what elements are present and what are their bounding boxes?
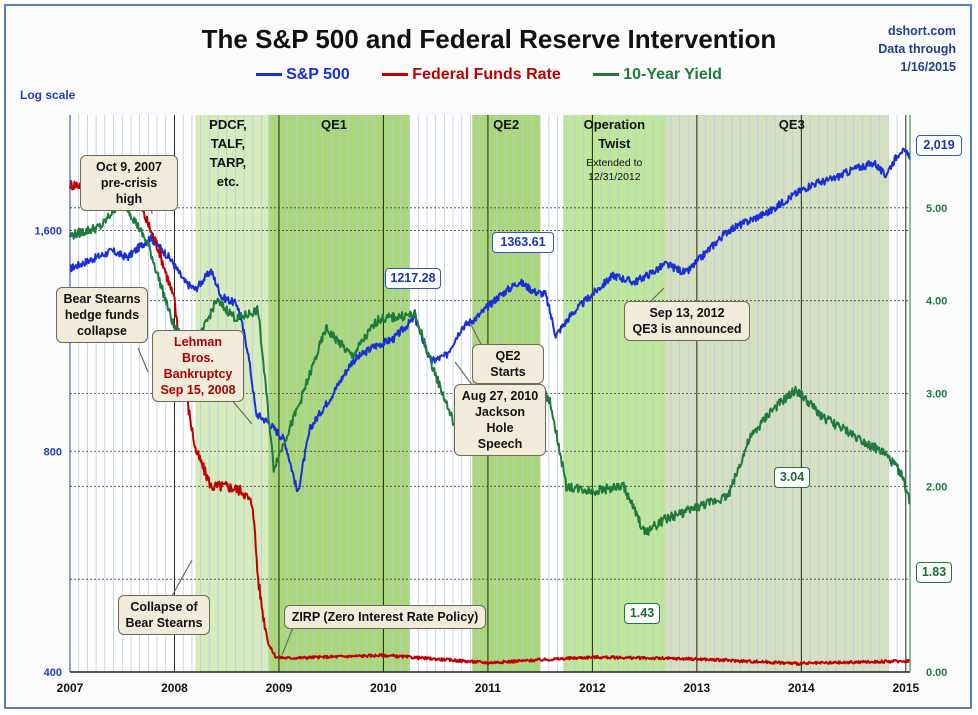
callout-lehman-text: Lehman Bros. Bankruptcy Sep 15, 2008 (160, 335, 236, 397)
callout-precrisis-line1: Oct 9, 2007 pre-crisis high (95, 160, 162, 206)
legend: S&P 500 Federal Funds Rate 10-Year Yield (0, 66, 978, 84)
value-label-yield-last: 1.83 (916, 562, 952, 583)
value-label-yield-peak: 3.04 (774, 467, 810, 488)
region-label-qe2: QE2 (493, 117, 519, 132)
left-tick-label-2: 1,600 (34, 226, 62, 238)
region-sublabel-twist-1: Extended to (586, 157, 642, 169)
region-label-qe3: QE3 (779, 117, 805, 132)
callout-pointer-1 (137, 347, 149, 373)
callout-zirp-text: ZIRP (Zero Interest Rate Policy) (291, 610, 479, 624)
x-tick-label-2015: 2015 (892, 681, 919, 695)
source-data-through: Data through (878, 42, 956, 56)
legend-sp500: S&P 500 (256, 66, 350, 84)
legend-fed-funds-label: Federal Funds Rate (412, 66, 561, 83)
right-tick-label-0: 0.00 (926, 667, 947, 679)
region-sublabel-twist-2: 12/31/2012 (588, 171, 641, 183)
callout-bear-hedge: Bear Stearns hedge funds collapse (56, 287, 148, 343)
source-date: 1/16/2015 (900, 60, 956, 74)
legend-sp500-label: S&P 500 (286, 66, 350, 83)
region-label-pdcf-0: PDCF, (209, 117, 247, 132)
x-tick-label-2011: 2011 (475, 681, 501, 695)
x-tick-label-2008: 2008 (161, 681, 188, 695)
right-tick-label-2: 2.00 (926, 481, 947, 493)
region-labels: PDCF, TALF, TARP, etc. QE1 QE2 Operation Twist E… (137, 117, 805, 656)
x-tick-label-2013: 2013 (684, 681, 711, 695)
callout-qe2-starts: QE2 Starts (472, 344, 544, 384)
callout-jackson-hole: Aug 27, 2010 Jackson Hole Speech (454, 384, 546, 456)
region-label-pdcf-2: TARP, (210, 155, 246, 170)
right-tick-label-5: 5.00 (926, 203, 947, 215)
callout-pointer-5 (469, 322, 483, 347)
callout-pointer-7 (649, 287, 665, 303)
legend-ten-year-label: 10-Year Yield (623, 66, 722, 83)
axes: 2007 2008 2009 2010 2011 2012 2013 2014 2015 400 8… (34, 115, 947, 695)
fed-funds-line (69, 178, 911, 666)
x-tick-label-2010: 2010 (370, 681, 397, 695)
legend-ten-year: 10-Year Yield (593, 66, 722, 84)
x-tick-label-2014: 2014 (788, 681, 815, 695)
callout-pointer-2 (229, 397, 253, 425)
callout-qe3-announced: Sep 13, 2012 QE3 is announced (624, 301, 750, 341)
value-label-peak-2011: 1363.61 (492, 232, 554, 253)
region-label-qe1: QE1 (321, 117, 347, 132)
x-tick-label-2012: 2012 (579, 681, 606, 695)
sp500-line (69, 147, 911, 493)
legend-fed-funds: Federal Funds Rate (382, 66, 561, 84)
value-label-peak-2010: 1217.28 (385, 268, 441, 289)
callout-bear-hedge-text: Bear Stearns hedge funds collapse (63, 292, 141, 338)
x-tick-label-2007: 2007 (57, 681, 84, 695)
x-tick-label-2009: 2009 (266, 681, 293, 695)
region-label-twist-1: Operation (584, 117, 645, 132)
callout-qe3-announced-text: Sep 13, 2012 QE3 is announced (632, 306, 742, 336)
value-label-last-sp500: 2,019 (916, 135, 962, 156)
callout-qe2-starts-text: QE2 Starts (490, 349, 526, 379)
callout-bear-collapse-text: Collapse of Bear Stearns (125, 600, 203, 630)
right-tick-label-3: 3.00 (926, 389, 947, 401)
region-label-twist-2: Twist (598, 136, 631, 151)
region-label-pdcf-1: TALF, (211, 136, 245, 151)
log-scale-label: Log scale (20, 88, 76, 102)
chart-title: The S&P 500 and Federal Reserve Interven… (201, 24, 777, 54)
source-site: dshort.com (887, 24, 956, 38)
source-note: dshort.com Data through 1/16/2015 (878, 22, 956, 76)
callout-pointer-6 (454, 361, 474, 387)
callout-jackson-hole-text: Aug 27, 2010 Jackson Hole Speech (461, 389, 539, 451)
callout-pointer-3 (171, 559, 193, 597)
left-tick-label-0: 400 (44, 667, 62, 679)
callout-lehman: Lehman Bros. Bankruptcy Sep 15, 2008 (152, 330, 244, 402)
region-label-pdcf-3: etc. (217, 174, 239, 189)
value-label-yield-low: 1.43 (624, 603, 660, 624)
callout-bear-collapse: Collapse of Bear Stearns (118, 595, 210, 635)
callout-zirp: ZIRP (Zero Interest Rate Policy) (284, 605, 486, 629)
right-tick-label-4: 4.00 (926, 296, 947, 308)
callout-precrisis-high: Oct 9, 2007 pre-crisis high (80, 155, 178, 211)
left-tick-label-1: 800 (44, 446, 62, 458)
